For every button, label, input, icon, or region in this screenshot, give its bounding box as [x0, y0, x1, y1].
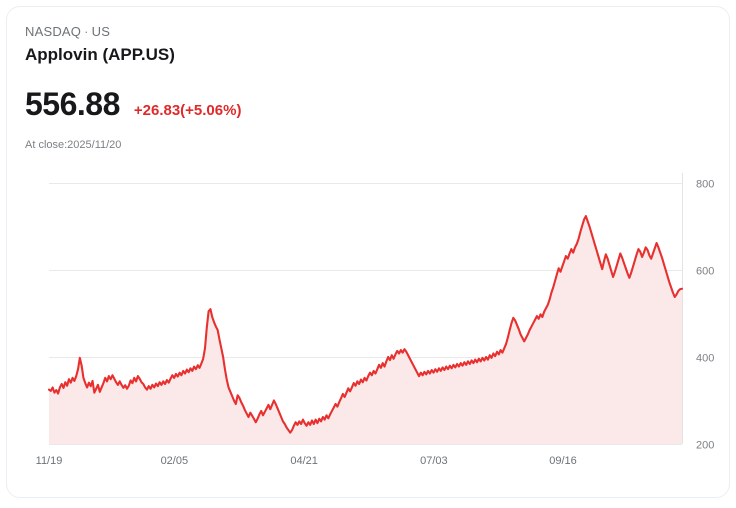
- region-label: US: [91, 24, 111, 39]
- chart-x-axis-labels: 11/19 02/05 04/21 07/03 09/16: [36, 455, 577, 467]
- exchange-label: NASDAQ: [25, 24, 82, 39]
- last-price: 556.88: [25, 86, 120, 122]
- series-area-path: [49, 216, 682, 444]
- chart-line-series: [47, 215, 684, 434]
- y-axis-tick-label: 400: [696, 353, 714, 365]
- y-axis-tick-label: 600: [696, 266, 714, 278]
- x-axis-tick-label: 02/05: [161, 455, 189, 467]
- y-axis-tick-label: 800: [696, 179, 714, 191]
- bullet-separator-icon: ·: [84, 24, 89, 39]
- price-chart[interactable]: 800 600 400 200 11/19 02/05 04/21 07/03 09/16: [7, 162, 730, 482]
- price-change: +26.83(+5.06%): [133, 102, 242, 119]
- x-axis-tick-label: 07/03: [420, 455, 448, 467]
- stock-quote-card: NASDAQ · US Applovin (APP.US) 556.88 +26.8…: [6, 6, 730, 498]
- exchange-region-row: NASDAQ · US: [25, 23, 175, 41]
- page-title: Applovin (APP.US): [25, 45, 175, 64]
- series-line-path: [47, 215, 684, 434]
- y-axis-tick-label: 200: [696, 440, 714, 452]
- price-chart-svg[interactable]: 800 600 400 200 11/19 02/05 04/21 07/03 09/16: [7, 162, 730, 482]
- x-axis-tick-label: 09/16: [549, 455, 577, 467]
- chart-y-axis-labels: 800 600 400 200: [696, 179, 714, 452]
- market-status-note: At close:2025/11/20: [25, 139, 122, 151]
- chart-area-fill: [49, 216, 682, 444]
- x-axis-tick-label: 11/19: [36, 455, 63, 467]
- price-row: 556.88 +26.83(+5.06%): [25, 85, 241, 123]
- x-axis-tick-label: 04/21: [290, 455, 318, 467]
- quote-header: NASDAQ · US Applovin (APP.US): [25, 23, 175, 67]
